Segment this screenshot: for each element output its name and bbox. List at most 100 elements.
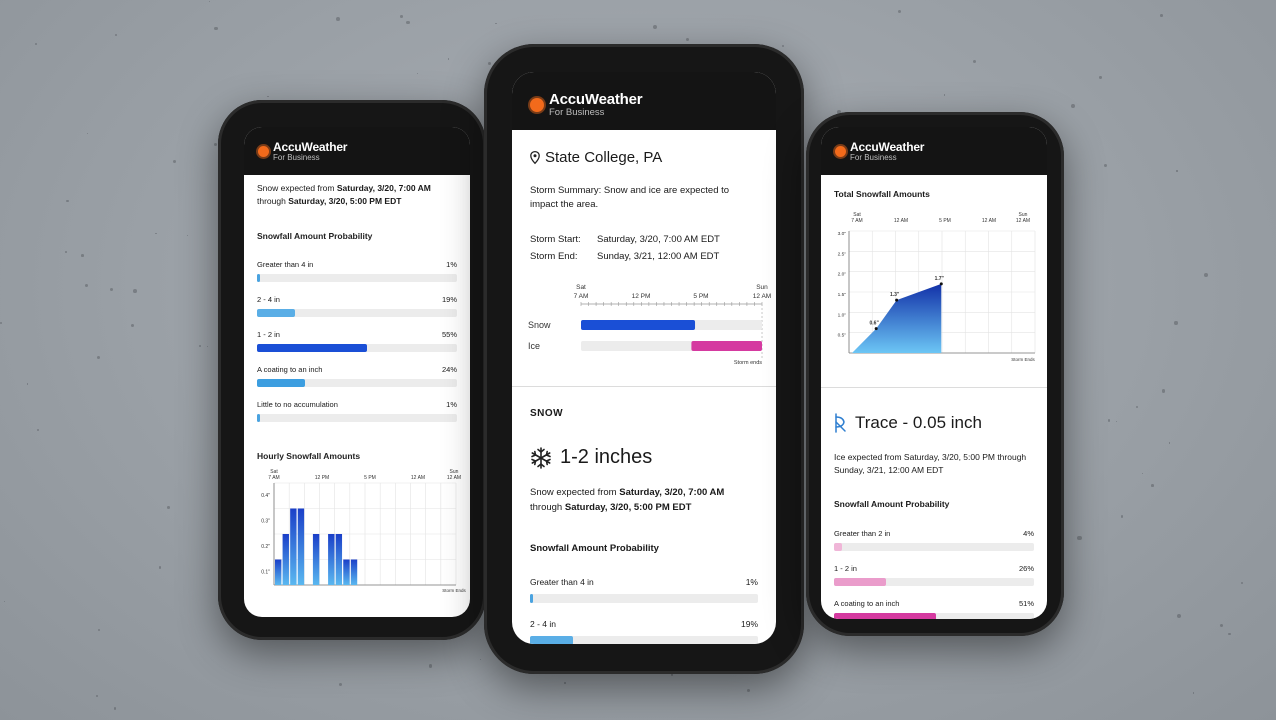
y-tick-label: 0.5": [838, 333, 847, 339]
timeline-ice-bar: [691, 341, 762, 351]
storm-end-value: Sunday, 3/21, 12:00 AM EDT: [597, 251, 720, 262]
snow-speck: [1104, 164, 1108, 168]
section-label: SNOW: [530, 408, 564, 419]
snow-speck: [207, 346, 209, 348]
probability-label: 1 - 2 in: [257, 330, 280, 339]
y-tick-label: 2.5": [838, 251, 847, 257]
snow-speck: [97, 355, 101, 360]
timeline-row-label: Snow: [528, 320, 551, 330]
y-tick-label: 2.0": [838, 272, 847, 278]
data-point: [874, 327, 878, 331]
ice-expected-text: Ice expected from Saturday, 3/20, 5:00 P…: [834, 452, 1027, 475]
probability-percent: 1%: [446, 260, 457, 269]
storm-timeline: Sat 7 AM 12 PM 5 PM Sun 12 AM Snow Ice Storm end…: [528, 284, 771, 366]
x-tick-label: Sat: [853, 212, 861, 218]
snow-speck: [1135, 405, 1138, 409]
data-label: 1.3": [890, 292, 900, 298]
data-label: 1.7": [935, 276, 945, 282]
probability-bar-track: [257, 344, 457, 352]
snow-speck: [131, 323, 135, 328]
probability-bar-track: [530, 594, 758, 603]
snow-speck: [781, 44, 784, 47]
hourly-title: Hourly Snowfall Amounts: [257, 451, 361, 461]
snow-speck: [158, 566, 162, 569]
probability-bar-fill: [834, 543, 842, 551]
snow-speck: [97, 629, 101, 632]
snow-speck: [1116, 420, 1118, 423]
snow-amount: 1-2 inches: [560, 446, 653, 468]
snow-speck: [172, 159, 176, 163]
hourly-bar: [297, 508, 305, 585]
snow-speck: [64, 251, 67, 253]
data-label: 0.6": [870, 321, 880, 327]
x-tick-label: 5 PM: [939, 218, 951, 224]
probability-bar-track: [257, 414, 457, 422]
y-tick-label: 0.4": [261, 493, 270, 499]
snow-speck: [109, 288, 113, 291]
probability-bar-fill: [257, 309, 295, 317]
snow-speck: [653, 25, 658, 30]
x-tick-label: 12 AM: [894, 218, 908, 224]
snow-speck: [198, 344, 202, 348]
snow-speck: [1107, 419, 1111, 422]
y-tick-label: 0.1": [261, 570, 270, 576]
probability-percent: 24%: [441, 365, 457, 374]
snow-speck: [1176, 170, 1178, 172]
snow-speck: [406, 20, 410, 24]
hourly-bar: [350, 559, 358, 585]
snow-speck: [84, 283, 89, 288]
probability-bar-track: [530, 636, 758, 644]
hourly-bar: [282, 534, 289, 585]
timeline-tick-label: 7 AM: [574, 293, 589, 300]
y-tick-label: 1.0": [838, 312, 847, 318]
hourly-bar: [290, 508, 297, 585]
snow-speck: [113, 707, 116, 710]
snow-speck: [495, 22, 498, 25]
timeline-tick-label: 12 AM: [753, 293, 771, 300]
ice-amount: Trace - 0.05 inch: [855, 413, 982, 432]
snow-speck: [898, 9, 902, 13]
snow-speck: [133, 289, 138, 293]
snow-expected-text: Snow expected from Saturday, 3/20, 7:00 …: [530, 487, 725, 513]
snowflake-icon: [531, 447, 551, 469]
probability-bar-fill: [834, 613, 936, 619]
x-tick-label: 12 AM: [982, 218, 996, 224]
total-snowfall-title: Total Snowfall Amounts: [834, 189, 930, 199]
snow-speck: [1228, 632, 1231, 636]
snow-speck: [564, 682, 566, 684]
x-tick-label: 7 AM: [851, 218, 862, 224]
snow-speck: [338, 682, 343, 687]
snow-speck: [1077, 536, 1082, 541]
probability-bar-fill: [257, 344, 367, 352]
probability-label: Greater than 4 in: [530, 577, 594, 587]
snow-speck: [428, 664, 433, 668]
x-tick-label: 12 AM: [411, 475, 425, 481]
probability-bar-track: [834, 578, 1034, 586]
snow-speck: [335, 17, 340, 22]
brand-tagline: For Business: [850, 153, 897, 162]
app-header: AccuWeather For Business: [821, 127, 1047, 175]
snow-speck: [37, 428, 40, 431]
accuweather-sun-icon: [530, 97, 544, 112]
data-point: [895, 298, 899, 302]
timeline-row-label: Ice: [528, 341, 540, 351]
x-tick-label: 5 PM: [364, 475, 376, 481]
snow-speck: [1161, 389, 1166, 393]
snow-expected-text: Snow expected from Saturday, 3/20, 7:00 …: [257, 183, 431, 206]
probability-bar-fill: [530, 594, 533, 603]
probability-percent: 55%: [441, 330, 457, 339]
probability-bar-fill: [257, 414, 260, 422]
snow-speck: [1141, 472, 1144, 475]
storm-summary: Storm Summary: Snow and ice are expected…: [530, 185, 730, 210]
probability-label: 1 - 2 in: [834, 564, 857, 573]
storm-ends-label: Storm Ends: [1011, 357, 1035, 362]
y-tick-label: 0.3": [261, 519, 270, 525]
snow-speck: [1203, 272, 1208, 277]
snow-speck: [214, 142, 218, 147]
hourly-bar: [343, 559, 350, 585]
snow-speck: [1168, 442, 1171, 444]
right-screen: AccuWeather For Business Total Snowfall …: [821, 127, 1047, 619]
snow-speck: [972, 59, 976, 63]
probability-label: Little to no accumulation: [257, 400, 338, 409]
probability-bar-fill: [257, 379, 305, 387]
